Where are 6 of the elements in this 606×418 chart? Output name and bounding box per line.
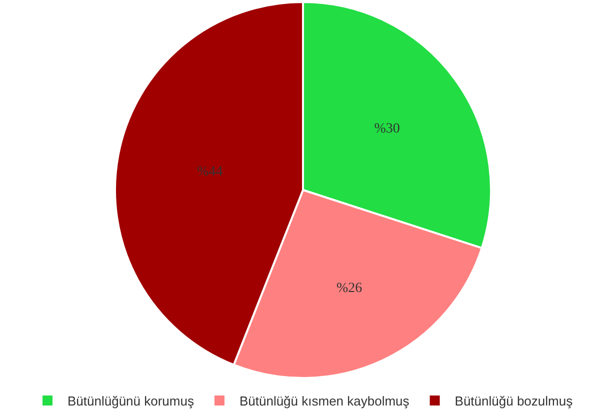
data-label: %26	[336, 280, 362, 296]
legend-label: Bütünlüğü kısmen kaybolmuş	[239, 394, 410, 409]
data-label: %44	[197, 164, 223, 180]
legend-label: Bütünlüğü bozulmuş	[454, 394, 574, 409]
legend-label: Bütünlüğünü korumuş	[68, 394, 194, 409]
data-label: %30	[374, 121, 400, 136]
